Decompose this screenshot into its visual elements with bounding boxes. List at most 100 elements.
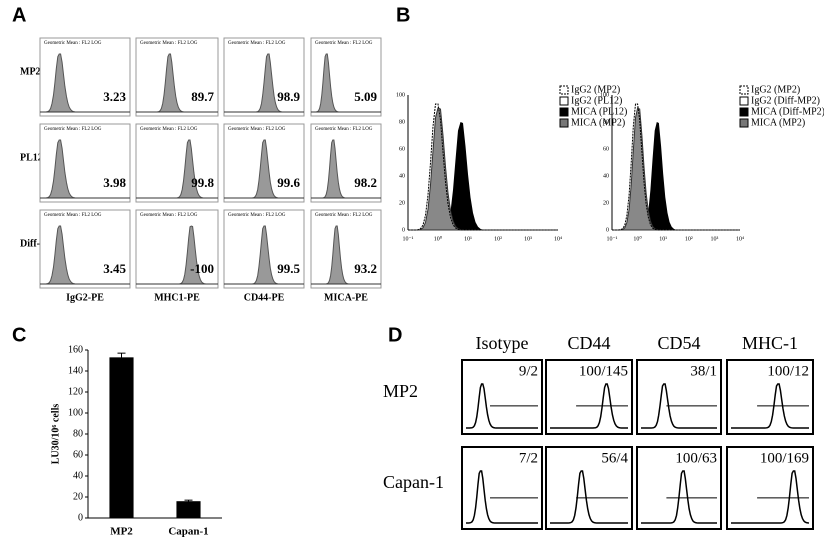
row-label: MP2 xyxy=(20,66,41,77)
legend-label: IgG2 (MP2) xyxy=(571,84,620,95)
y-tick-label: 0 xyxy=(78,512,83,523)
value: 89.7 xyxy=(191,89,214,104)
histogram-box xyxy=(726,446,814,530)
value: 100/169 xyxy=(760,450,809,466)
bar xyxy=(109,357,134,518)
value: 99.8 xyxy=(191,175,214,190)
column-header: CD44 xyxy=(567,333,610,353)
x-tick-label: Capan-1 xyxy=(168,526,208,538)
legend-swatch xyxy=(559,85,569,95)
column-label: CD44-PE xyxy=(244,292,285,303)
histogram xyxy=(466,470,538,524)
y-tick-label: 20 xyxy=(399,200,405,206)
box-header: Geometric Mean : FL2 LOG xyxy=(44,213,102,218)
box-header: Geometric Mean : FL2 LOG xyxy=(315,213,373,218)
box-header: Geometric Mean : FL2 LOG xyxy=(228,127,286,132)
histogram xyxy=(408,107,558,231)
column-header: Isotype xyxy=(476,333,529,353)
legend-label: IgG2 (MP2) xyxy=(751,84,800,95)
x-tick-label: 10² xyxy=(494,236,502,242)
legend-label: IgG2 (Diff-MP2) xyxy=(751,95,820,106)
value: 9/2 xyxy=(519,363,538,379)
histogram xyxy=(641,383,717,429)
row-label: Capan-1 xyxy=(383,472,444,492)
y-tick-label: 40 xyxy=(73,470,83,481)
x-tick-label: 10² xyxy=(685,236,693,242)
y-tick-label: 20 xyxy=(73,491,83,502)
y-tick-label: 80 xyxy=(73,428,83,439)
histogram-box xyxy=(545,359,633,435)
box-header: Geometric Mean : FL2 LOG xyxy=(44,41,102,46)
histogram xyxy=(612,107,740,231)
value: 99.6 xyxy=(277,175,300,190)
panel-label: A xyxy=(12,4,26,26)
legend-swatch xyxy=(739,118,749,128)
legend-swatch xyxy=(559,96,569,106)
x-tick-label: 10⁰ xyxy=(633,235,642,242)
y-tick-label: 160 xyxy=(68,344,83,355)
box-header: Geometric Mean : FL2 LOG xyxy=(140,41,198,46)
value: 98.2 xyxy=(354,175,377,190)
box-header: Geometric Mean : FL2 LOG xyxy=(228,41,286,46)
histogram xyxy=(641,470,717,524)
panel-label: C xyxy=(12,324,26,346)
y-tick-label: 80 xyxy=(399,119,405,125)
histogram xyxy=(550,383,628,429)
histogram-box xyxy=(636,359,722,435)
histogram-box xyxy=(310,123,382,203)
histogram-box xyxy=(310,209,382,289)
column-label: IgG2-PE xyxy=(66,292,104,303)
y-tick-label: 140 xyxy=(68,365,83,376)
box-header: Geometric Mean : FL2 LOG xyxy=(315,41,373,46)
histogram xyxy=(731,383,809,429)
y-tick-label: 40 xyxy=(399,173,405,179)
x-tick-label: MP2 xyxy=(110,526,133,538)
box-header: Geometric Mean : FL2 LOG xyxy=(44,127,102,132)
x-tick-label: 10⁴ xyxy=(736,236,744,242)
column-label: MHC1-PE xyxy=(154,292,200,303)
value: 56/4 xyxy=(601,450,628,466)
legend-label: MICA (PL12) xyxy=(571,106,627,117)
histogram xyxy=(612,103,740,231)
legend-swatch xyxy=(559,107,569,117)
value: 3.23 xyxy=(103,89,126,104)
y-tick-label: 60 xyxy=(603,146,609,152)
value: 100/63 xyxy=(675,450,717,466)
value: 93.2 xyxy=(354,261,377,276)
y-tick-label: 0 xyxy=(606,227,609,233)
y-tick-label: 60 xyxy=(399,146,405,152)
histogram xyxy=(731,470,810,524)
y-tick-label: 40 xyxy=(603,173,609,179)
value: 99.5 xyxy=(277,261,300,276)
value: 7/2 xyxy=(519,450,538,466)
column-header: CD54 xyxy=(657,333,700,353)
box-header: Geometric Mean : FL2 LOG xyxy=(228,213,286,218)
legend-swatch xyxy=(739,85,749,95)
y-tick-label: 100 xyxy=(68,407,83,418)
x-tick-label: 10¹ xyxy=(464,236,472,242)
value: 5.09 xyxy=(354,89,377,104)
histogram-box xyxy=(135,209,219,289)
y-tick-label: 100 xyxy=(600,92,609,98)
histogram xyxy=(408,103,558,231)
legend-label: MICA (Diff-MP2) xyxy=(751,106,824,117)
histogram-box xyxy=(636,446,722,530)
histogram-box xyxy=(726,359,814,435)
y-tick-label: 0 xyxy=(402,227,405,233)
legend-swatch xyxy=(739,96,749,106)
histogram-box xyxy=(135,123,219,203)
histogram-box xyxy=(461,446,543,530)
value: 38/1 xyxy=(690,363,717,379)
column-label: MICA-PE xyxy=(324,292,368,303)
legend-label: MICA (MP2) xyxy=(571,117,625,128)
x-tick-label: 10⁻¹ xyxy=(403,236,414,242)
x-tick-label: 10⁴ xyxy=(554,236,562,242)
legend-swatch xyxy=(739,107,749,117)
box-header: Geometric Mean : FL2 LOG xyxy=(140,127,198,132)
y-tick-label: 60 xyxy=(73,449,83,460)
column-header: MHC-1 xyxy=(742,333,798,353)
value: 100/12 xyxy=(767,363,809,379)
y-axis-label: LU30/10⁶ cells xyxy=(50,404,61,465)
y-tick-label: 20 xyxy=(603,200,609,206)
